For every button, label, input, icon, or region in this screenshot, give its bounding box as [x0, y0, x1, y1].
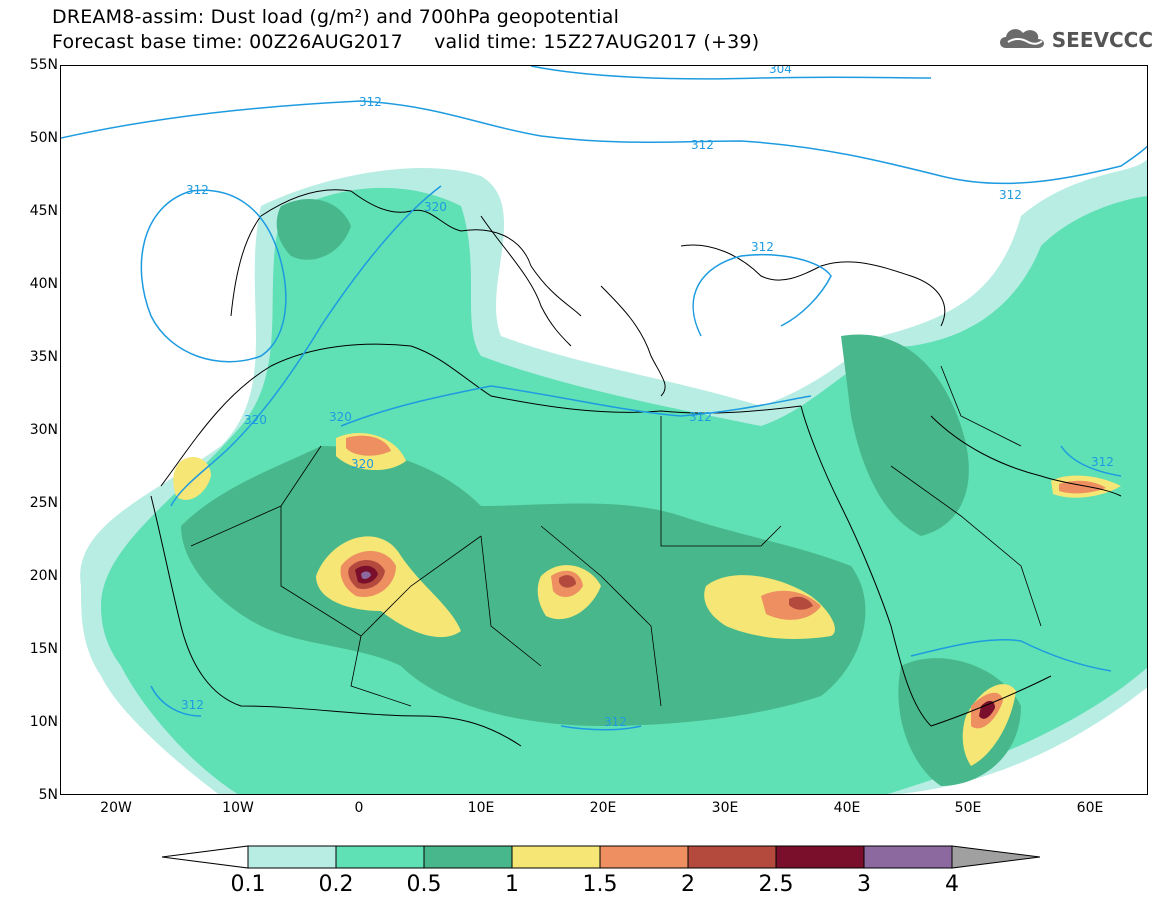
contour-label: 320: [244, 413, 267, 427]
lat-label: 45N: [29, 203, 58, 219]
contour-label: 312: [751, 240, 774, 254]
dust-map: 304 312 312 312 312 312 312 312 320 320 …: [61, 66, 1147, 794]
contour-label: 320: [424, 200, 447, 214]
dust-region-1.5: [1059, 480, 1106, 494]
lat-label: 20N: [29, 568, 58, 584]
colorbar-over-arrow: [951, 845, 1041, 869]
lon-label: 20E: [589, 800, 617, 816]
chart-title-line1: DREAM8-assim: Dust load (g/m²) and 700hP…: [52, 6, 620, 28]
lon-label: 10W: [222, 800, 254, 816]
cloud-icon: [996, 22, 1048, 57]
colorbar-label: 2.5: [758, 872, 794, 897]
colorbar-segment: [511, 845, 601, 869]
contour-label: 320: [329, 410, 352, 424]
contour-label: 312: [359, 95, 382, 109]
contour-label: 320: [351, 457, 374, 471]
lon-label: 20W: [100, 800, 132, 816]
lat-label: 55N: [29, 57, 58, 73]
colorbar-segment: [863, 845, 953, 869]
colorbar-segment: [247, 845, 337, 869]
colorbar-under-arrow: [161, 845, 249, 869]
geopotential-contours: [61, 66, 1147, 731]
dust-region-1.5: [346, 435, 391, 456]
contour-labels: 304 312 312 312 312 312 312 312 320 320 …: [181, 66, 1114, 729]
colorbar-label: 0.5: [406, 872, 442, 897]
contour-label: 312: [604, 715, 627, 729]
dust-region-0.5: [841, 334, 969, 536]
colorbar-label: 4: [945, 872, 959, 897]
country-borders: [190, 365, 1042, 707]
colorbar-segment: [599, 845, 689, 869]
lat-label: 10N: [29, 714, 58, 730]
colorbar-segment: [335, 845, 425, 869]
colorbar-segment: [687, 845, 777, 869]
dust-region-4: [361, 571, 371, 579]
contour-label: 312: [181, 698, 204, 712]
dust-region-2: [559, 575, 576, 588]
colorbar-label: 2: [681, 872, 695, 897]
colorbar-label: 1.5: [582, 872, 618, 897]
lon-label: 60E: [1076, 800, 1104, 816]
lat-label: 25N: [29, 495, 58, 511]
dust-region-2.5: [979, 700, 995, 719]
logo-text: SEEVCCC: [1051, 27, 1153, 52]
lat-label: 35N: [29, 349, 58, 365]
dust-region-2: [789, 596, 813, 610]
coastlines: [150, 189, 1122, 747]
contour-label: 312: [691, 138, 714, 152]
lat-label: 40N: [29, 276, 58, 292]
lon-label: 30E: [711, 800, 739, 816]
colorbar-segment: [775, 845, 865, 869]
chart-title-line2: Forecast base time: 00Z26AUG2017 valid t…: [52, 31, 760, 53]
lat-label: 30N: [29, 422, 58, 438]
colorbar-graphic: [161, 845, 1041, 869]
colorbar-label: 3: [857, 872, 871, 897]
dust-region-0.5: [276, 198, 351, 260]
colorbar-label: 0.2: [318, 872, 354, 897]
lat-label: 50N: [29, 130, 58, 146]
contour-label: 304: [769, 66, 792, 76]
contour-label: 312: [1091, 455, 1114, 469]
dust-region-0.5: [181, 446, 866, 726]
map-panel: 304 312 312 312 312 312 312 312 320 320 …: [60, 65, 1148, 795]
colorbar: [160, 842, 1041, 876]
lat-label: 15N: [29, 641, 58, 657]
contour-label: 312: [999, 188, 1022, 202]
logo: SEEVCCC: [996, 22, 1153, 57]
lon-label: 50E: [954, 800, 982, 816]
contour-label: 312: [186, 183, 209, 197]
colorbar-label: 0.1: [230, 872, 266, 897]
colorbar-label: 1: [505, 872, 519, 897]
lon-label: 40E: [833, 800, 861, 816]
lon-label: 0: [354, 800, 364, 816]
lat-label: 5N: [38, 787, 58, 803]
colorbar-segment: [423, 845, 513, 869]
dust-fill-layer: [80, 159, 1147, 794]
lon-label: 10E: [467, 800, 495, 816]
contour-label: 312: [689, 410, 712, 424]
